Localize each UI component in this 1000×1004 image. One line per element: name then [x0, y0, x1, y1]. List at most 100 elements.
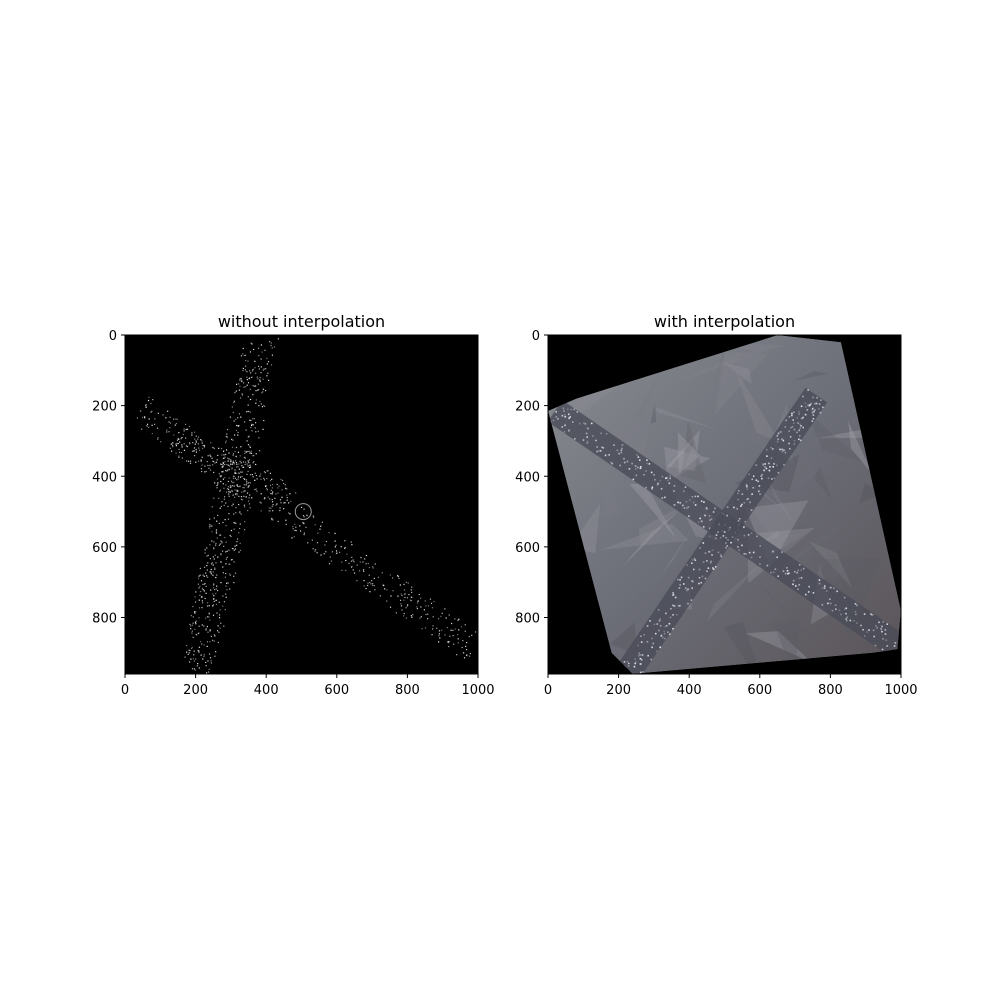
- sample-point: [736, 507, 739, 510]
- sample-point: [313, 516, 315, 518]
- sample-point: [215, 588, 217, 590]
- sample-point: [255, 372, 257, 374]
- sample-point: [457, 638, 459, 640]
- sample-point: [262, 428, 264, 430]
- sample-point: [672, 627, 674, 630]
- sample-point: [227, 518, 230, 520]
- sample-point: [255, 402, 257, 404]
- sample-point: [818, 403, 821, 405]
- sample-point: [226, 488, 229, 490]
- sample-point: [316, 542, 319, 544]
- sample-point: [201, 442, 203, 444]
- sample-point: [188, 661, 191, 663]
- sample-point: [623, 457, 625, 460]
- sample-point: [216, 459, 218, 461]
- sample-point: [634, 465, 637, 467]
- sample-point: [353, 572, 356, 574]
- sample-point: [225, 449, 228, 451]
- sample-point: [362, 569, 365, 571]
- sample-point: [220, 447, 223, 450]
- sample-point: [249, 370, 251, 372]
- sample-point: [367, 584, 369, 587]
- sample-point: [720, 555, 723, 558]
- sample-point: [266, 489, 268, 491]
- sample-point: [643, 473, 645, 476]
- sample-point: [242, 367, 244, 370]
- sample-point: [727, 539, 729, 541]
- sample-point: [220, 561, 222, 563]
- facet: [759, 582, 816, 644]
- sample-point: [255, 399, 257, 401]
- sample-point: [213, 583, 215, 585]
- sample-point: [662, 636, 664, 639]
- sample-point: [759, 545, 761, 547]
- sample-point: [242, 353, 244, 355]
- sample-point: [230, 529, 233, 532]
- sample-point: [224, 441, 227, 444]
- sample-point: [818, 579, 821, 581]
- sample-point: [286, 494, 288, 496]
- sample-point: [204, 597, 206, 600]
- sample-point: [672, 594, 674, 596]
- facet: [723, 622, 761, 674]
- sample-point: [251, 370, 254, 372]
- sample-point: [213, 447, 215, 450]
- facet: [794, 371, 829, 381]
- sample-point: [177, 442, 179, 445]
- sample-point: [214, 554, 216, 556]
- sample-point: [675, 613, 678, 616]
- x-tick-label: 0: [544, 683, 552, 698]
- sample-point: [198, 650, 200, 652]
- sample-point: [758, 485, 761, 487]
- sample-point: [707, 567, 710, 569]
- sample-point: [320, 525, 322, 527]
- sample-point: [234, 572, 237, 574]
- sample-point: [266, 375, 268, 377]
- sample-point: [237, 431, 239, 434]
- sample-point: [247, 382, 250, 384]
- y-tick-label: 600: [92, 541, 117, 556]
- sample-point: [212, 460, 214, 462]
- sample-point: [446, 626, 448, 629]
- sample-point: [203, 625, 205, 627]
- sample-point: [202, 658, 204, 660]
- sample-point: [190, 615, 192, 617]
- sample-point: [438, 635, 440, 637]
- sample-point: [770, 446, 772, 449]
- sample-point: [651, 486, 654, 489]
- sample-point: [891, 654, 893, 657]
- sample-point: [668, 482, 671, 485]
- sample-point: [248, 459, 251, 461]
- sample-point: [596, 450, 598, 453]
- sample-point: [180, 451, 183, 454]
- sample-point: [642, 671, 644, 673]
- sample-point: [677, 605, 680, 607]
- sample-point: [363, 585, 365, 587]
- sample-point: [411, 586, 413, 588]
- sample-point: [232, 454, 234, 457]
- sample-point: [255, 453, 257, 455]
- sample-point: [212, 464, 214, 466]
- sample-point: [702, 526, 705, 528]
- sample-point: [199, 574, 201, 576]
- sample-point: [265, 485, 267, 487]
- sample-point: [569, 416, 571, 418]
- sample-point: [245, 479, 248, 481]
- sample-point: [151, 424, 153, 426]
- sample-point: [222, 521, 224, 524]
- sample-point: [811, 420, 814, 422]
- sample-point: [239, 511, 241, 513]
- sample-point: [466, 641, 468, 644]
- sample-point: [280, 502, 282, 504]
- sample-point: [784, 426, 787, 428]
- sample-point: [204, 549, 206, 551]
- sample-point: [191, 630, 193, 632]
- sample-point: [185, 445, 188, 447]
- sample-point: [198, 449, 201, 451]
- sample-point: [179, 441, 181, 443]
- facet: [727, 442, 754, 494]
- sample-point: [391, 577, 394, 579]
- sample-point: [362, 561, 364, 563]
- sample-point: [777, 438, 779, 441]
